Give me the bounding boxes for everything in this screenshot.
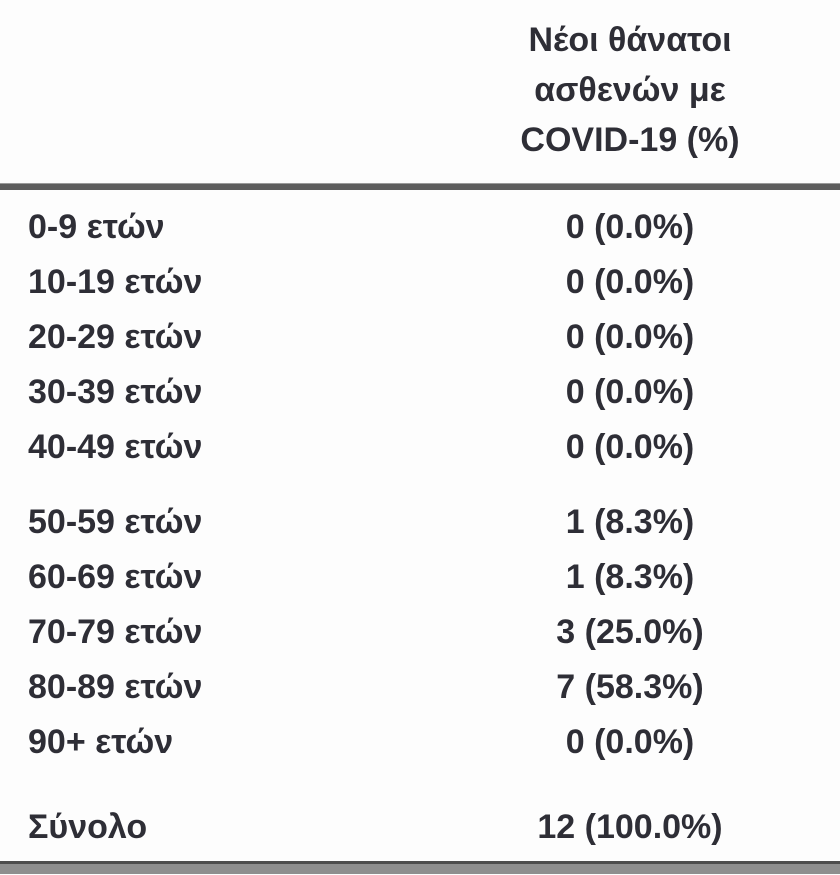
table-header: Νέοι θάνατοι ασθενών με COVID-19 (%) bbox=[0, 0, 840, 165]
table-row: 90+ ετών 0 (0.0%) bbox=[0, 715, 840, 770]
table-row: 60-69 ετών 1 (8.3%) bbox=[0, 550, 840, 605]
deaths-column-header: Νέοι θάνατοι ασθενών με COVID-19 (%) bbox=[420, 15, 840, 165]
deaths-column-header-line1: Νέοι θάνατοι bbox=[528, 21, 732, 59]
table-row: 30-39 ετών 0 (0.0%) bbox=[0, 365, 840, 420]
age-group-label: 10-19 ετών bbox=[28, 263, 203, 301]
age-group-label: 40-49 ετών bbox=[28, 428, 203, 466]
table-row: 20-29 ετών 0 (0.0%) bbox=[0, 310, 840, 365]
table-total-row: Σύνολο 12 (100.0%) bbox=[0, 800, 840, 855]
death-count-value: 7 (58.3%) bbox=[556, 668, 704, 706]
death-count-value: 0 (0.0%) bbox=[565, 208, 695, 246]
deaths-column-header-line3: COVID-19 (%) bbox=[520, 121, 740, 159]
table-row: 70-79 ετών 3 (25.0%) bbox=[0, 605, 840, 660]
deaths-column-header-line2: ασθενών με bbox=[534, 71, 726, 109]
death-count-value: 0 (0.0%) bbox=[565, 318, 695, 356]
table-row: 10-19 ετών 0 (0.0%) bbox=[0, 255, 840, 310]
total-label: Σύνολο bbox=[28, 808, 148, 846]
death-count-value: 0 (0.0%) bbox=[565, 373, 695, 411]
death-count-value: 1 (8.3%) bbox=[565, 558, 695, 596]
total-value: 12 (100.0%) bbox=[537, 808, 723, 846]
age-group-label: 0-9 ετών bbox=[28, 208, 165, 246]
table-bottom-rule bbox=[0, 861, 840, 874]
death-count-value: 3 (25.0%) bbox=[556, 613, 704, 651]
table-body: 0-9 ετών 0 (0.0%) 10-19 ετών 0 (0.0%) 20… bbox=[0, 190, 840, 855]
table-row: 40-49 ετών 0 (0.0%) bbox=[0, 420, 840, 475]
age-group-label: 20-29 ετών bbox=[28, 318, 203, 356]
age-group-label: 90+ ετών bbox=[28, 723, 174, 761]
age-group-label: 60-69 ετών bbox=[28, 558, 203, 596]
age-group-label: 80-89 ετών bbox=[28, 668, 203, 706]
table-row: 0-9 ετών 0 (0.0%) bbox=[0, 200, 840, 255]
age-group-label: 70-79 ετών bbox=[28, 613, 203, 651]
header-divider-rule bbox=[0, 183, 840, 190]
death-count-value: 0 (0.0%) bbox=[565, 428, 695, 466]
age-column-header-empty bbox=[0, 15, 420, 165]
age-group-label: 30-39 ετών bbox=[28, 373, 203, 411]
table-row: 80-89 ετών 7 (58.3%) bbox=[0, 660, 840, 715]
death-count-value: 0 (0.0%) bbox=[565, 723, 695, 761]
death-count-value: 1 (8.3%) bbox=[565, 503, 695, 541]
table-row: 50-59 ετών 1 (8.3%) bbox=[0, 495, 840, 550]
death-count-value: 0 (0.0%) bbox=[565, 263, 695, 301]
age-group-label: 50-59 ετών bbox=[28, 503, 203, 541]
